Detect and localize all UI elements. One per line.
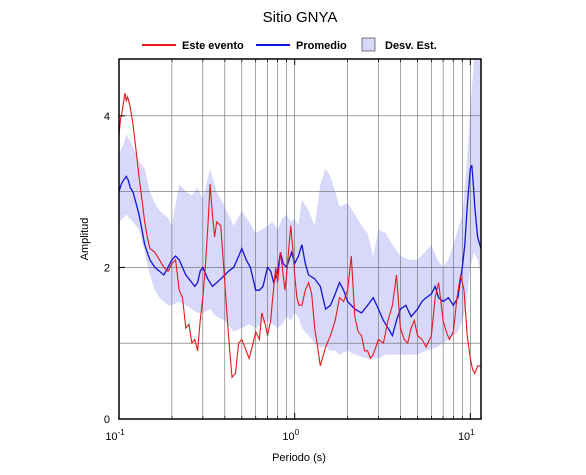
x-tick-label-base: 10 — [458, 431, 470, 443]
x-tick-label-base: 10 — [282, 431, 294, 443]
plot-frame — [118, 58, 482, 420]
series-line-este-evento — [118, 93, 481, 379]
series-line-promedio — [118, 164, 482, 338]
legend-label-desv-est: Desv. Est. — [385, 40, 437, 52]
x-tick-label: 101 — [458, 428, 475, 443]
y-tick-label: 0 — [104, 414, 110, 426]
x-axis-label: Periodo (s) — [272, 452, 326, 464]
legend: Este evento Promedio Desv. Est. — [142, 37, 437, 52]
x-tick-label-exponent: 0 — [295, 428, 300, 437]
legend-label-promedio: Promedio — [296, 40, 347, 52]
grid — [119, 59, 481, 419]
y-tick-label: 4 — [104, 111, 110, 123]
std-band — [119, 59, 481, 359]
y-tick-label: 2 — [104, 262, 110, 274]
x-tick-label-exponent: 1 — [470, 428, 475, 437]
x-tick-label: 10-1 — [105, 428, 125, 443]
x-tick-label: 100 — [282, 428, 299, 443]
legend-swatch-desv-est — [361, 37, 376, 52]
x-tick-label-base: 10 — [105, 431, 117, 443]
chart-title: Sitio GNYA — [263, 9, 338, 26]
legend-label-este-evento: Este evento — [182, 40, 244, 52]
y-axis-label: Amplitud — [79, 218, 91, 261]
x-tick-label-exponent: -1 — [118, 428, 126, 437]
